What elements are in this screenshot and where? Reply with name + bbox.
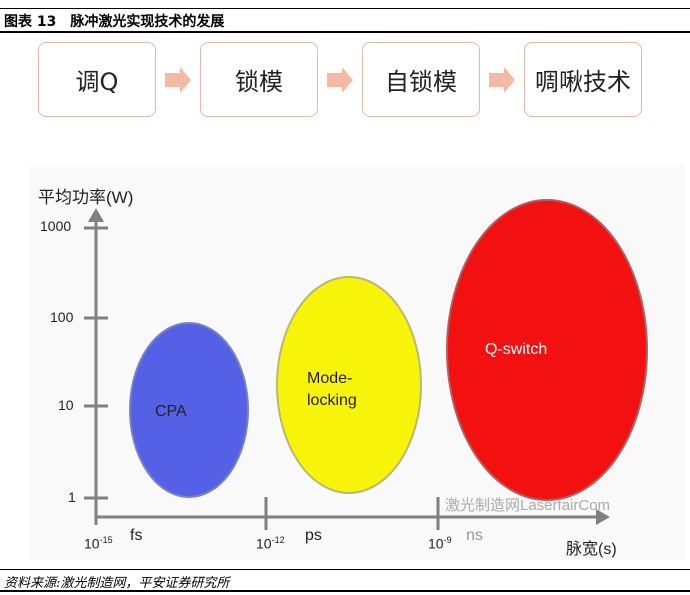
watermark: 激光制造网LaserfairCom xyxy=(445,497,611,514)
flow-step-self-mode-locking: 自锁模 xyxy=(362,42,480,117)
region-q-switch xyxy=(446,199,648,501)
source-note: 资料来源:激光制造网，平安证券研究所 xyxy=(4,576,230,591)
x-unit-fs: fs xyxy=(130,527,143,544)
x-unit-ns: ns xyxy=(466,527,483,544)
arrow-right-icon xyxy=(165,67,191,93)
region-label-cpa: CPA xyxy=(155,403,187,420)
top-rule xyxy=(0,8,690,9)
flow-step-chirp: 啁啾技术 xyxy=(524,42,642,117)
x-tick-ns: 10-9 xyxy=(428,535,452,552)
region-cpa xyxy=(129,322,249,498)
y-tick-100: 100 xyxy=(50,309,74,325)
y-tick-1000: 1000 xyxy=(40,218,72,234)
x-unit-ps: ps xyxy=(305,527,322,544)
y-axis-arrow xyxy=(88,208,104,222)
x-tick-ps: 10-12 xyxy=(256,535,285,552)
region-label-mode-locking: Mode-locking xyxy=(307,370,357,409)
figure-title: 图表 13 脉冲激光实现技术的发展 xyxy=(4,14,225,30)
title-rule xyxy=(0,31,690,33)
y-tick-1: 1 xyxy=(68,489,76,505)
region-label-q-switch: Q-switch xyxy=(485,341,548,358)
flow-step-q-switching: 调Q xyxy=(38,42,156,117)
y-tick-10: 10 xyxy=(58,397,74,413)
flow-step-mode-locking: 锁模 xyxy=(200,42,318,117)
source-bottom-rule xyxy=(0,590,690,592)
region-mode-locking xyxy=(276,276,422,494)
source-top-rule xyxy=(0,569,690,570)
flow-arrows xyxy=(165,67,515,93)
arrow-right-icon xyxy=(489,67,515,93)
x-tick-fs: 10-15 xyxy=(84,535,113,552)
y-axis-label: 平均功率(W) xyxy=(38,188,134,207)
arrow-right-icon xyxy=(327,67,353,93)
x-axis-arrow xyxy=(596,509,610,525)
x-axis-label: 脉宽(s) xyxy=(566,541,617,558)
